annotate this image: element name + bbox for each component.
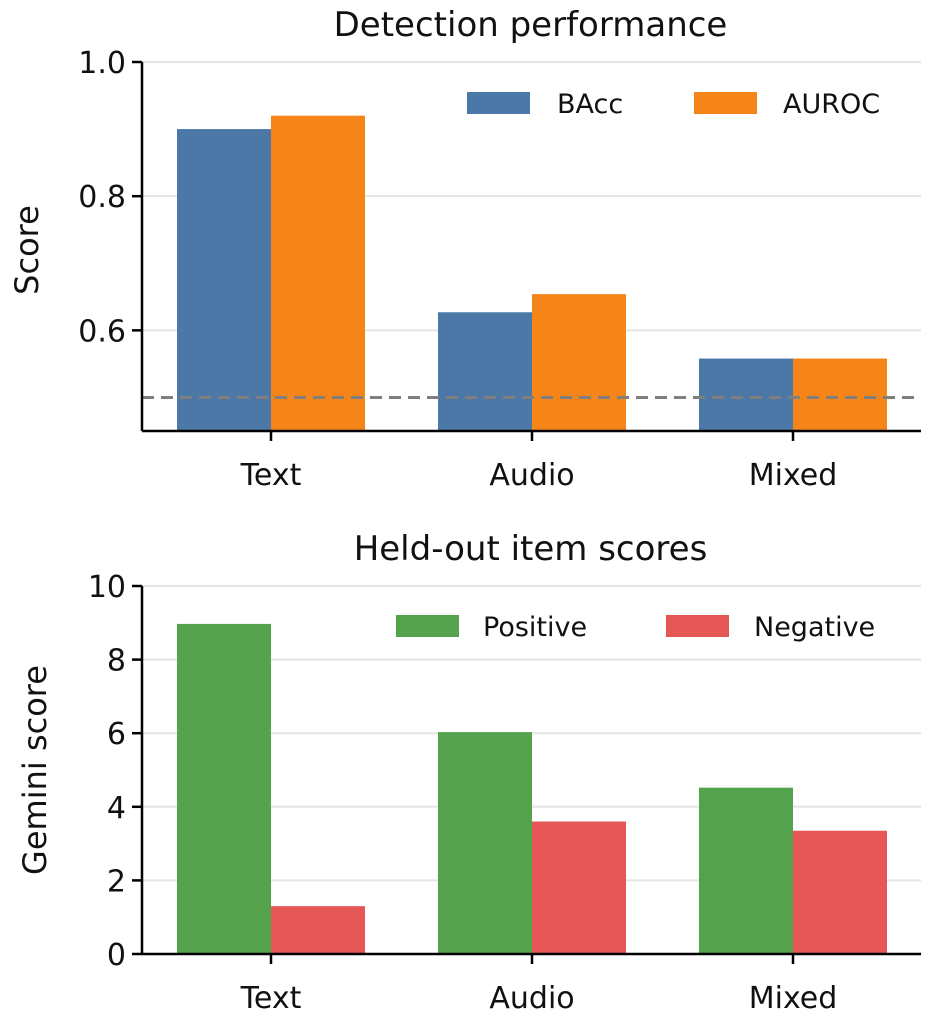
- chart-2-y-tick-label: 8: [107, 644, 126, 679]
- chart-2-x-tick-label: Mixed: [749, 981, 838, 1016]
- chart-2-x-tick-label: Text: [240, 981, 302, 1016]
- chart-1-legend-label-bacc: BAcc: [557, 89, 623, 120]
- chart-1-y-tick-label: 1.0: [78, 46, 126, 81]
- chart-2-y-axis-label: Gemini score: [16, 665, 54, 875]
- chart-2-bar-positive-text: [177, 623, 271, 954]
- chart-2-y-tick-label: 10: [88, 570, 126, 605]
- chart-1-y-tick-label: 0.8: [78, 180, 126, 215]
- chart-2-bar-positive-audio: [438, 732, 532, 954]
- chart-2-y-tick-label: 6: [107, 717, 126, 752]
- chart-2-y-tick-label: 2: [107, 864, 126, 899]
- chart-2-y-tick-label: 4: [107, 791, 126, 826]
- chart-1-bar-auroc-text: [271, 115, 365, 431]
- chart-1-bar-bacc-text: [177, 129, 271, 431]
- chart-1-legend-swatch-bacc: [467, 92, 530, 114]
- chart-1-bar-bacc-audio: [438, 312, 532, 431]
- chart-2-bar-positive-mixed: [699, 787, 793, 954]
- chart-2-bar-negative-audio: [532, 821, 626, 954]
- chart-1-y-axis-label: Score: [8, 205, 46, 295]
- chart-2-legend-label-positive: Positive: [483, 612, 587, 643]
- chart-1-legend-label-auroc: AUROC: [783, 89, 880, 120]
- chart-2-legend-swatch-positive: [396, 615, 459, 637]
- chart-1-title: Detection performance: [334, 5, 728, 45]
- chart-1-y-tick-label: 0.6: [78, 314, 126, 349]
- chart-1-bar-auroc-audio: [532, 294, 626, 431]
- chart-2-title: Held-out item scores: [354, 529, 708, 569]
- chart-1-x-tick-label: Text: [240, 458, 302, 493]
- chart-1-bar-auroc-mixed: [793, 358, 887, 431]
- chart-2-legend-label-negative: Negative: [754, 612, 875, 643]
- chart-1-x-tick-label: Mixed: [749, 458, 838, 493]
- chart-2-bar-negative-mixed: [793, 830, 887, 954]
- chart-2-bar-negative-text: [271, 906, 365, 954]
- chart-1-legend-swatch-auroc: [694, 92, 757, 114]
- chart-2-legend-swatch-negative: [666, 615, 729, 637]
- chart-2-x-tick-label: Audio: [489, 981, 574, 1016]
- chart-1-x-tick-label: Audio: [489, 458, 574, 493]
- chart-2-y-tick-label: 0: [107, 938, 126, 973]
- chart-1-bar-bacc-mixed: [699, 358, 793, 431]
